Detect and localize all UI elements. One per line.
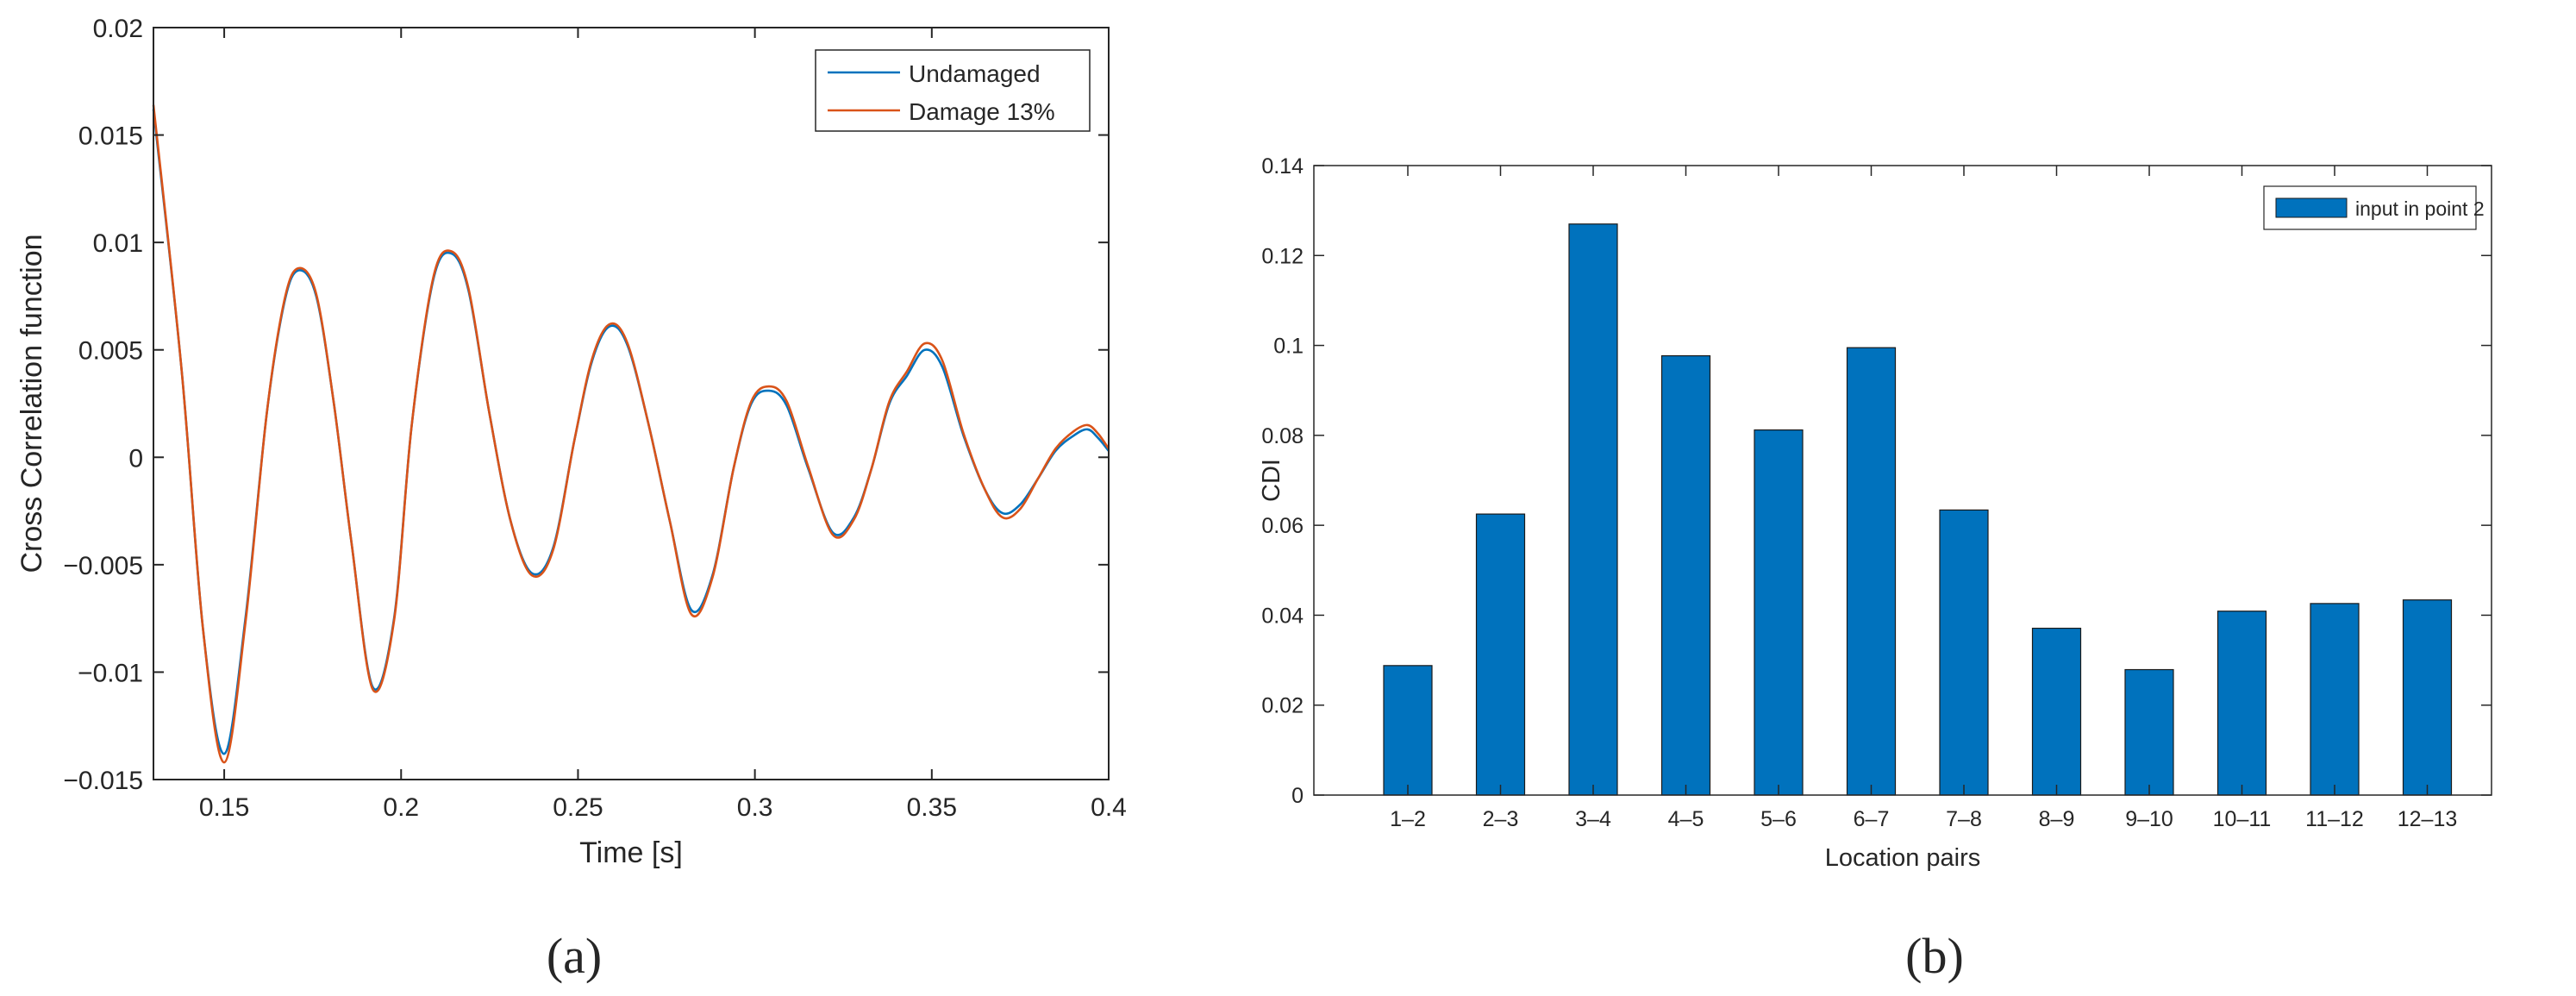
- x-tick-label-b: 11–12: [2305, 807, 2364, 831]
- bar-9: [2124, 668, 2174, 796]
- x-tick-label-b: 4–5: [1668, 807, 1704, 831]
- bar-series-group: [1383, 223, 2453, 796]
- panel-label-b: (b): [1905, 928, 1964, 984]
- panel-label-a: (a): [547, 928, 602, 984]
- x-axis-a: 0.15 0.2 0.25 0.3 0.35 0.4: [199, 28, 1127, 822]
- y-tick-label-a: 0.015: [78, 122, 143, 151]
- bar-8: [2031, 627, 2082, 796]
- y-axis-label-a: Cross Correlation function: [16, 234, 48, 573]
- y-tick-label-b: 0: [1291, 784, 1304, 808]
- line-damage-13: [152, 104, 1110, 764]
- y-tick-label-b: 0.14: [1261, 154, 1304, 179]
- y-tick-label-b: 0.1: [1273, 335, 1304, 359]
- x-tick-label-b: 5–6: [1760, 807, 1797, 831]
- bar-3: [1568, 223, 1618, 796]
- x-tick-label-b: 9–10: [2125, 807, 2173, 831]
- y-tick-label-a: −0.015: [63, 767, 143, 795]
- bar-4: [1660, 354, 1711, 796]
- x-tick-label-a: 0.2: [383, 793, 419, 822]
- x-tick-label-a: 0.15: [199, 793, 249, 822]
- x-tick-label-b: 8–9: [2039, 807, 2075, 831]
- y-tick-label-a: 0: [128, 444, 143, 473]
- legend-label-undamaged: Undamaged: [909, 60, 1041, 87]
- y-tick-label-a: −0.01: [78, 659, 143, 687]
- x-tick-label-a: 0.3: [737, 793, 773, 822]
- x-tick-label-b: 7–8: [1946, 807, 1982, 831]
- y-tick-label-b: 0.08: [1261, 424, 1304, 448]
- x-tick-label-b: 12–13: [2398, 807, 2458, 831]
- x-tick-label-b: 2–3: [1483, 807, 1519, 831]
- cdi-bar-chart: 0 0.02 0.04 0.06 0.08 0.1 0.12 0.14 1–2 2–3 3–4 4–…: [1258, 154, 2492, 872]
- y-tick-label-b: 0.12: [1261, 244, 1304, 268]
- x-tick-label-b: 3–4: [1575, 807, 1611, 831]
- line-series-group: [152, 104, 1110, 764]
- x-axis-label-b: Location pairs: [1825, 844, 1981, 872]
- x-tick-label-a: 0.35: [907, 793, 957, 822]
- bar-12: [2402, 599, 2453, 796]
- y-tick-label-b: 0.06: [1261, 514, 1304, 538]
- y-tick-label-a: 0.01: [93, 229, 143, 258]
- bar-10: [2216, 611, 2267, 796]
- plot-area-b: [1313, 165, 2492, 796]
- y-axis-b: 0 0.02 0.04 0.06 0.08 0.1 0.12 0.14: [1261, 154, 2492, 808]
- legend-a: Undamaged Damage 13%: [815, 49, 1091, 132]
- bar-2: [1475, 513, 1526, 796]
- plot-area-a: [153, 27, 1110, 780]
- bar-5: [1754, 429, 1804, 796]
- x-tick-label-b: 10–11: [2213, 807, 2272, 831]
- x-tick-label-a: 0.4: [1091, 793, 1127, 822]
- bar-6: [1846, 347, 1897, 796]
- y-tick-label-a: 0.005: [78, 337, 143, 366]
- x-tick-label-b: 1–2: [1390, 807, 1426, 831]
- x-tick-label-a: 0.25: [553, 793, 603, 822]
- legend-label-damage: Damage 13%: [909, 98, 1055, 125]
- bar-7: [1939, 509, 1989, 796]
- y-tick-label-b: 0.02: [1261, 694, 1304, 718]
- x-axis-b: 1–2 2–3 3–4 4–5 5–6 6–7 7–8 8–9 9–10 10–11 11–12 12…: [1390, 166, 2457, 831]
- y-tick-label-b: 0.04: [1261, 604, 1304, 628]
- bar-1: [1383, 665, 1433, 796]
- bar-11: [2310, 603, 2360, 796]
- legend-label-input-point-2: input in point 2: [2355, 197, 2485, 220]
- y-tick-label-a: −0.005: [63, 552, 143, 580]
- cross-correlation-chart: −0.015 −0.01 −0.005 0 0.005 0.01 0.015 0.02 0.1…: [16, 15, 1127, 869]
- x-axis-label-a: Time [s]: [579, 836, 683, 869]
- x-tick-label-b: 6–7: [1854, 807, 1890, 831]
- legend-b: input in point 2: [2263, 185, 2485, 230]
- line-undamaged: [152, 109, 1110, 755]
- y-axis-a: −0.015 −0.01 −0.005 0 0.005 0.01 0.015 0.02: [63, 15, 1109, 795]
- legend-swatch-input-point-2: [2275, 197, 2348, 218]
- y-tick-label-a: 0.02: [93, 15, 143, 43]
- y-axis-label-b: CDI: [1258, 459, 1285, 502]
- legend-box-a: [815, 49, 1091, 132]
